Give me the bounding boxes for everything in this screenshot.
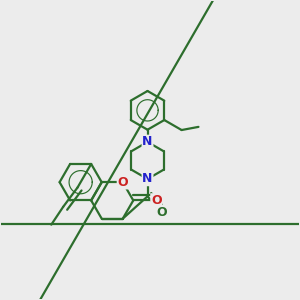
Text: O: O [156, 206, 167, 219]
Text: N: N [142, 135, 153, 148]
Text: O: O [117, 176, 128, 189]
Text: O: O [151, 194, 162, 207]
Text: N: N [142, 172, 153, 185]
